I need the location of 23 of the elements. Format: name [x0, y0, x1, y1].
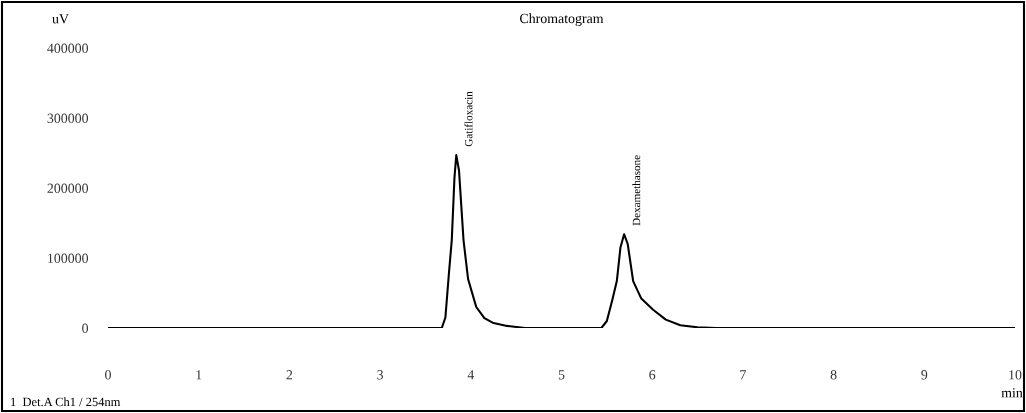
x-tick-label: 3 — [377, 370, 384, 380]
x-axis-title: min — [1001, 388, 1023, 398]
y-tick-label: 100000 — [48, 253, 89, 263]
y-tick-label: 200000 — [47, 183, 89, 193]
x-tick-label: 7 — [740, 370, 746, 380]
chart-title: Chromatogram — [520, 13, 604, 26]
x-tick-label: 8 — [830, 370, 837, 380]
x-tick-label: 4 — [467, 370, 475, 380]
x-tick-label: 6 — [649, 370, 656, 380]
line-series — [108, 154, 1015, 328]
x-tick-label: 1 — [196, 370, 202, 380]
x-tick-label: 5 — [558, 370, 565, 380]
x-tick-label: 9 — [921, 370, 928, 380]
annotation: Dexamethasone — [632, 155, 641, 226]
annotation: Gatifloxacin — [464, 91, 473, 147]
x-tick-label: 0 — [105, 370, 111, 380]
y-tick-label: 0 — [82, 323, 89, 333]
y-tick-label: 300000 — [47, 113, 89, 123]
text: 1 Det.A Ch1 / 254nm — [11, 397, 121, 407]
x-tick-label: 10 — [1009, 370, 1022, 380]
y-tick-label: 400000 — [47, 43, 89, 53]
x-tick-label: 2 — [286, 370, 293, 380]
y-axis-title: uV — [52, 14, 69, 24]
